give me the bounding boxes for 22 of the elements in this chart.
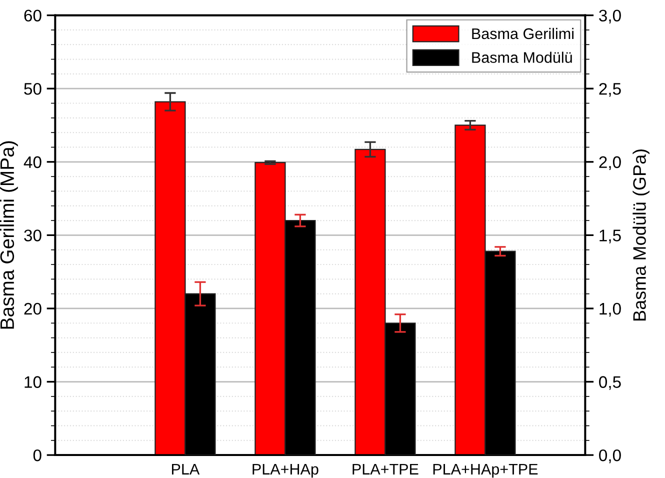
y-tick-label: 0	[33, 449, 42, 462]
y2-tick-label: 0,0	[599, 449, 621, 464]
y2-tick-label: 2,0	[599, 156, 621, 170]
y-tick-label: 50	[24, 82, 42, 95]
legend-label: Basma Modülü	[472, 52, 572, 63]
legend-label: Basma Gerilimi	[472, 28, 574, 40]
y2-tick-label: 3,0	[599, 10, 621, 24]
x-tick-label: PLA+TPE	[352, 464, 418, 474]
x-tick-label: PLA	[172, 464, 200, 474]
x-tick-label: PLA+HAp+TPE	[433, 464, 538, 478]
y-tick-label: 10	[24, 376, 42, 388]
y2-axis-title: Basma Modülü (GPa)	[632, 149, 650, 320]
x-tick-label: PLA+HAp	[252, 464, 318, 478]
y-tick-label: 30	[24, 230, 42, 242]
y2-tick-label: 2,5	[599, 82, 621, 97]
y-tick-label: 60	[24, 10, 42, 22]
y-tick-label: 40	[24, 156, 42, 168]
y2-tick-label: 0,5	[599, 376, 621, 390]
y-tick-label: 20	[24, 302, 42, 315]
y2-tick-label: 1,5	[600, 230, 621, 244]
y-axis-title: Basma Gerilimi (MPa)	[0, 141, 18, 329]
y2-tick-label: 1,0	[600, 302, 621, 317]
